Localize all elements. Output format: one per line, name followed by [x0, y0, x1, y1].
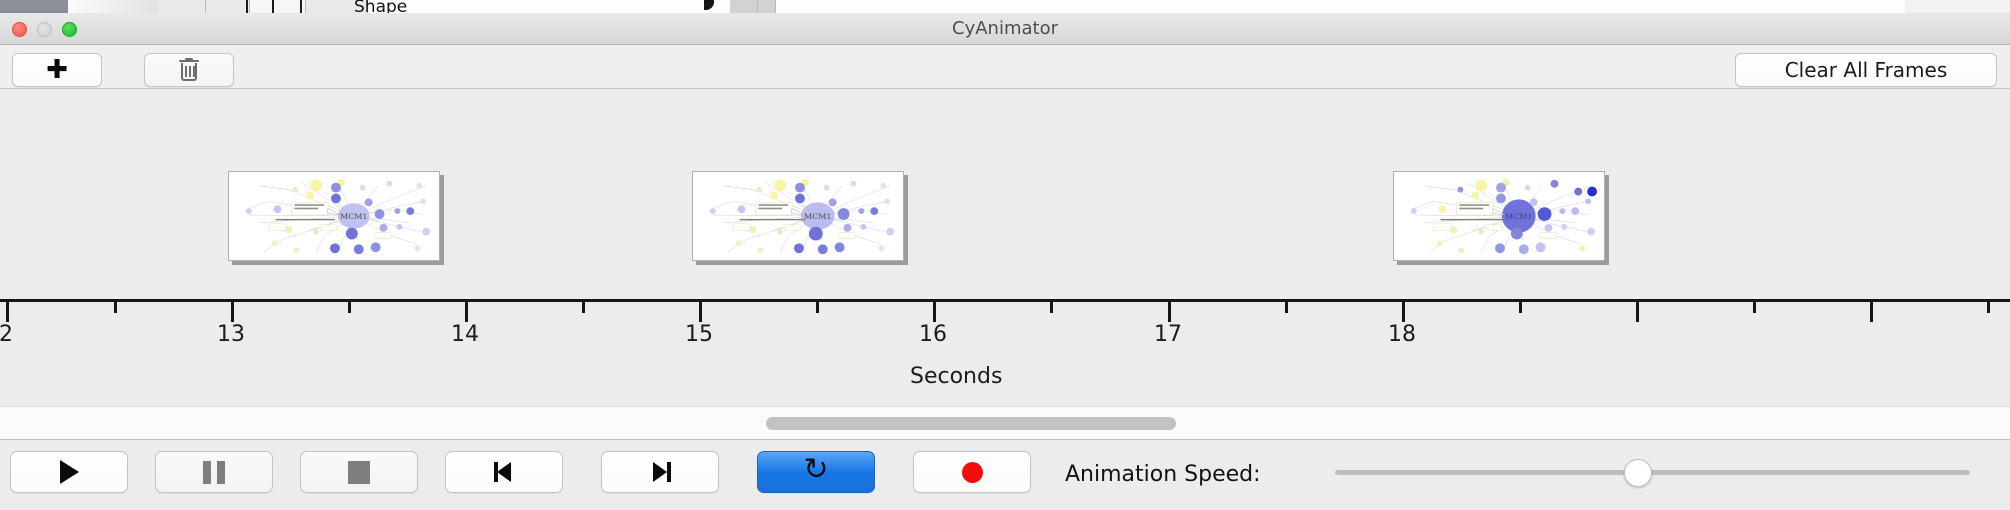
add-frame-button[interactable]: ✚: [12, 53, 102, 87]
loop-button[interactable]: ↻: [757, 451, 875, 493]
ruler-tick-major: [699, 302, 702, 322]
record-icon: [961, 461, 983, 483]
skip-to-end-button[interactable]: [601, 451, 719, 493]
svg-text:MCM1: MCM1: [340, 212, 367, 221]
ruler-label: 17: [1154, 322, 1182, 347]
background-window-panel: [68, 0, 158, 13]
ruler-tick-minor: [348, 302, 351, 313]
frames-track[interactable]: MCM1: [0, 89, 2010, 299]
record-button[interactable]: [913, 451, 1031, 493]
ruler-tick-major: [1168, 302, 1171, 322]
trash-icon: [178, 58, 200, 82]
ruler-label: 14: [451, 322, 479, 347]
network-graph-icon: MCM1: [709, 178, 895, 255]
background-cell: [158, 0, 206, 13]
playback-controls: ↻ Animation Speed:: [0, 440, 2010, 510]
slider-thumb[interactable]: [1624, 459, 1652, 487]
ruler-tick-major: [465, 302, 468, 322]
background-divider: [246, 0, 248, 13]
play-icon: [59, 460, 79, 484]
loop-icon: ↻: [803, 452, 829, 487]
background-divider: [272, 0, 274, 13]
ruler-tick-minor: [1519, 302, 1522, 313]
background-window-label: Shape: [354, 0, 408, 13]
timeline-panel[interactable]: MCM1: [0, 89, 2010, 406]
background-cell: [758, 0, 776, 13]
ruler-label: 15: [685, 322, 713, 347]
svg-text:MCM1: MCM1: [804, 212, 831, 221]
animation-speed-slider[interactable]: [1335, 459, 1970, 487]
window-traffic-lights: [12, 22, 77, 37]
frame-thumbnail-1[interactable]: MCM1: [228, 171, 440, 261]
timeline-ruler[interactable]: 2 13 14 15 16 17 18: [0, 299, 2010, 359]
ruler-tick-major: [1870, 302, 1873, 322]
stop-icon: [348, 460, 370, 484]
timeline-axis-title: Seconds: [910, 364, 1003, 389]
pause-icon: [203, 460, 225, 484]
ruler-tick-major: [231, 302, 234, 322]
background-cell: [306, 0, 368, 13]
background-window-sidebar: [0, 0, 68, 13]
ruler-baseline: [0, 299, 2010, 302]
background-cell: [730, 0, 758, 13]
background-window-strip: Shape: [0, 0, 2010, 13]
background-divider: [300, 0, 302, 13]
skip-to-end-icon: [648, 460, 672, 484]
frame-thumbnail-2[interactable]: MCM1: [692, 171, 904, 261]
timeline-scrollbar[interactable]: [0, 406, 2010, 440]
ruler-tick-minor: [582, 302, 585, 313]
ruler-tick-major: [1636, 302, 1639, 322]
ruler-tick-minor: [114, 302, 117, 313]
ruler-tick-major: [1402, 302, 1405, 322]
skip-to-start-button[interactable]: [445, 451, 563, 493]
ruler-tick-minor: [1753, 302, 1756, 313]
delete-frame-button[interactable]: [144, 53, 234, 87]
background-marker: [704, 0, 714, 10]
frames-toolbar: ✚ Clear All Frames: [0, 45, 2010, 89]
frame-thumbnail-3[interactable]: MCM1: [1393, 171, 1605, 261]
ruler-tick-minor: [816, 302, 819, 313]
play-button[interactable]: [10, 451, 128, 493]
background-cell: [250, 0, 306, 13]
ruler-label: 13: [217, 322, 245, 347]
pause-button[interactable]: [155, 451, 273, 493]
plus-icon: ✚: [46, 55, 68, 85]
background-cell: [1905, 0, 2010, 13]
skip-to-start-icon: [492, 460, 516, 484]
stop-button[interactable]: [300, 451, 418, 493]
minimize-button[interactable]: [37, 22, 52, 37]
ruler-label: 18: [1388, 322, 1416, 347]
ruler-label: 16: [919, 322, 947, 347]
window-title: CyAnimator: [952, 18, 1058, 39]
background-cell: [206, 0, 250, 13]
close-button[interactable]: [12, 22, 27, 37]
animation-speed-label: Animation Speed:: [1065, 462, 1261, 487]
ruler-tick-major: [933, 302, 936, 322]
clear-all-frames-label: Clear All Frames: [1784, 58, 1948, 82]
ruler-label: 2: [0, 322, 13, 347]
ruler-tick-minor: [1987, 302, 1990, 313]
svg-text:MCM1: MCM1: [1505, 212, 1532, 221]
ruler-tick-minor: [1285, 302, 1288, 313]
timeline-scrollbar-thumb[interactable]: [766, 417, 1176, 430]
ruler-tick-major: [6, 302, 9, 322]
ruler-tick-minor: [1050, 302, 1053, 313]
maximize-button[interactable]: [62, 22, 77, 37]
clear-all-frames-button[interactable]: Clear All Frames: [1735, 53, 1997, 87]
slider-rail: [1335, 470, 1970, 475]
network-graph-icon: MCM1: [245, 178, 431, 255]
network-graph-icon: MCM1: [1410, 178, 1598, 255]
window-titlebar: CyAnimator: [0, 13, 2010, 45]
